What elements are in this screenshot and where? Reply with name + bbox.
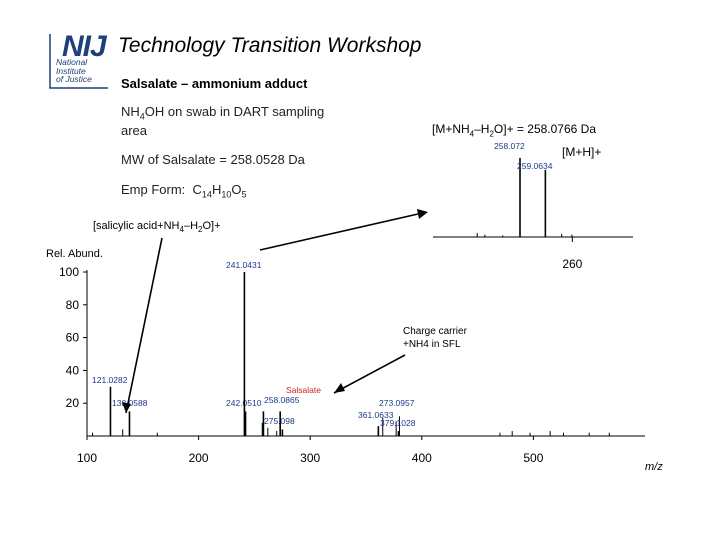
x-axis-label: m/z [645, 461, 663, 473]
slide-subtitle: Salsalate – ammonium adduct [121, 76, 308, 91]
y-tick-label: 60 [66, 331, 80, 345]
mw-note: MW of Salsalate = 258.0528 Da [121, 152, 305, 167]
x-tick-label: 500 [523, 451, 543, 465]
charge-line-1: Charge carrier [403, 326, 467, 337]
logo-institution: National Institute of Justice [56, 58, 92, 84]
peak-label: 121.0282 [92, 375, 128, 385]
emp-form-note: Emp Form: C14H10O5 [121, 182, 247, 200]
x-tick-label: 200 [189, 451, 209, 465]
x-tick-label: 100 [77, 451, 97, 465]
inset-formula-label: [M+NH4–H2O]+ = 258.0766 Da [432, 122, 596, 139]
salsalate-tag: Salsalate [286, 385, 321, 395]
emp-form-prefix: Emp Form: [121, 182, 186, 197]
y-tick-label: 100 [59, 265, 79, 279]
inset-arrowhead [417, 209, 428, 219]
inset-mh-label: [M+H]+ [562, 145, 602, 159]
swab-note-line1: NH4OH on swab in DART sampling [121, 104, 325, 122]
logo-line-1: National [56, 57, 88, 67]
logo-line-3: of Justice [56, 74, 92, 84]
peak-label: 138.0588 [112, 398, 148, 408]
annotation-arrows [122, 209, 428, 414]
nij-logo [49, 34, 108, 89]
inset-x-tick-label: 260 [562, 257, 582, 271]
charge-arrow [333, 354, 406, 394]
peak-label: 258.0865 [264, 395, 300, 405]
y-tick-label: 20 [66, 396, 80, 410]
logo-line-2: Institute [56, 65, 86, 76]
charge-arrowhead [334, 383, 345, 393]
y-axis-label: Rel. Abund. [46, 248, 103, 260]
peak-label: 273.0957 [379, 398, 415, 408]
swab-note-line2: area [121, 123, 148, 138]
x-tick-label: 300 [300, 451, 320, 465]
y-tick-label: 40 [66, 363, 80, 377]
inset-arrow [259, 213, 419, 251]
x-tick-label: 400 [412, 451, 432, 465]
salicylic-label: [salicylic acid+NH4–H2O]+ [93, 220, 221, 235]
peak-label: 361.0633 [358, 410, 394, 420]
peak-label: 241.0431 [226, 260, 262, 270]
charge-line-2: +NH4 in SFL [403, 339, 461, 350]
salicylic-arrow [125, 237, 163, 414]
y-tick-label: 80 [66, 298, 80, 312]
logo-bracket [49, 34, 108, 89]
charge-carrier-label: Charge carrier +NH4 in SFL [403, 325, 467, 351]
peak-label: 379.1028 [380, 418, 416, 428]
slide-title: Technology Transition Workshop [118, 34, 422, 57]
logo-letters: NIJ [62, 30, 107, 63]
inset-peak-label: 259.0634 [517, 161, 553, 171]
salicylic-arrowhead [122, 402, 131, 413]
inset-peak-label: 258.072 [494, 141, 525, 151]
